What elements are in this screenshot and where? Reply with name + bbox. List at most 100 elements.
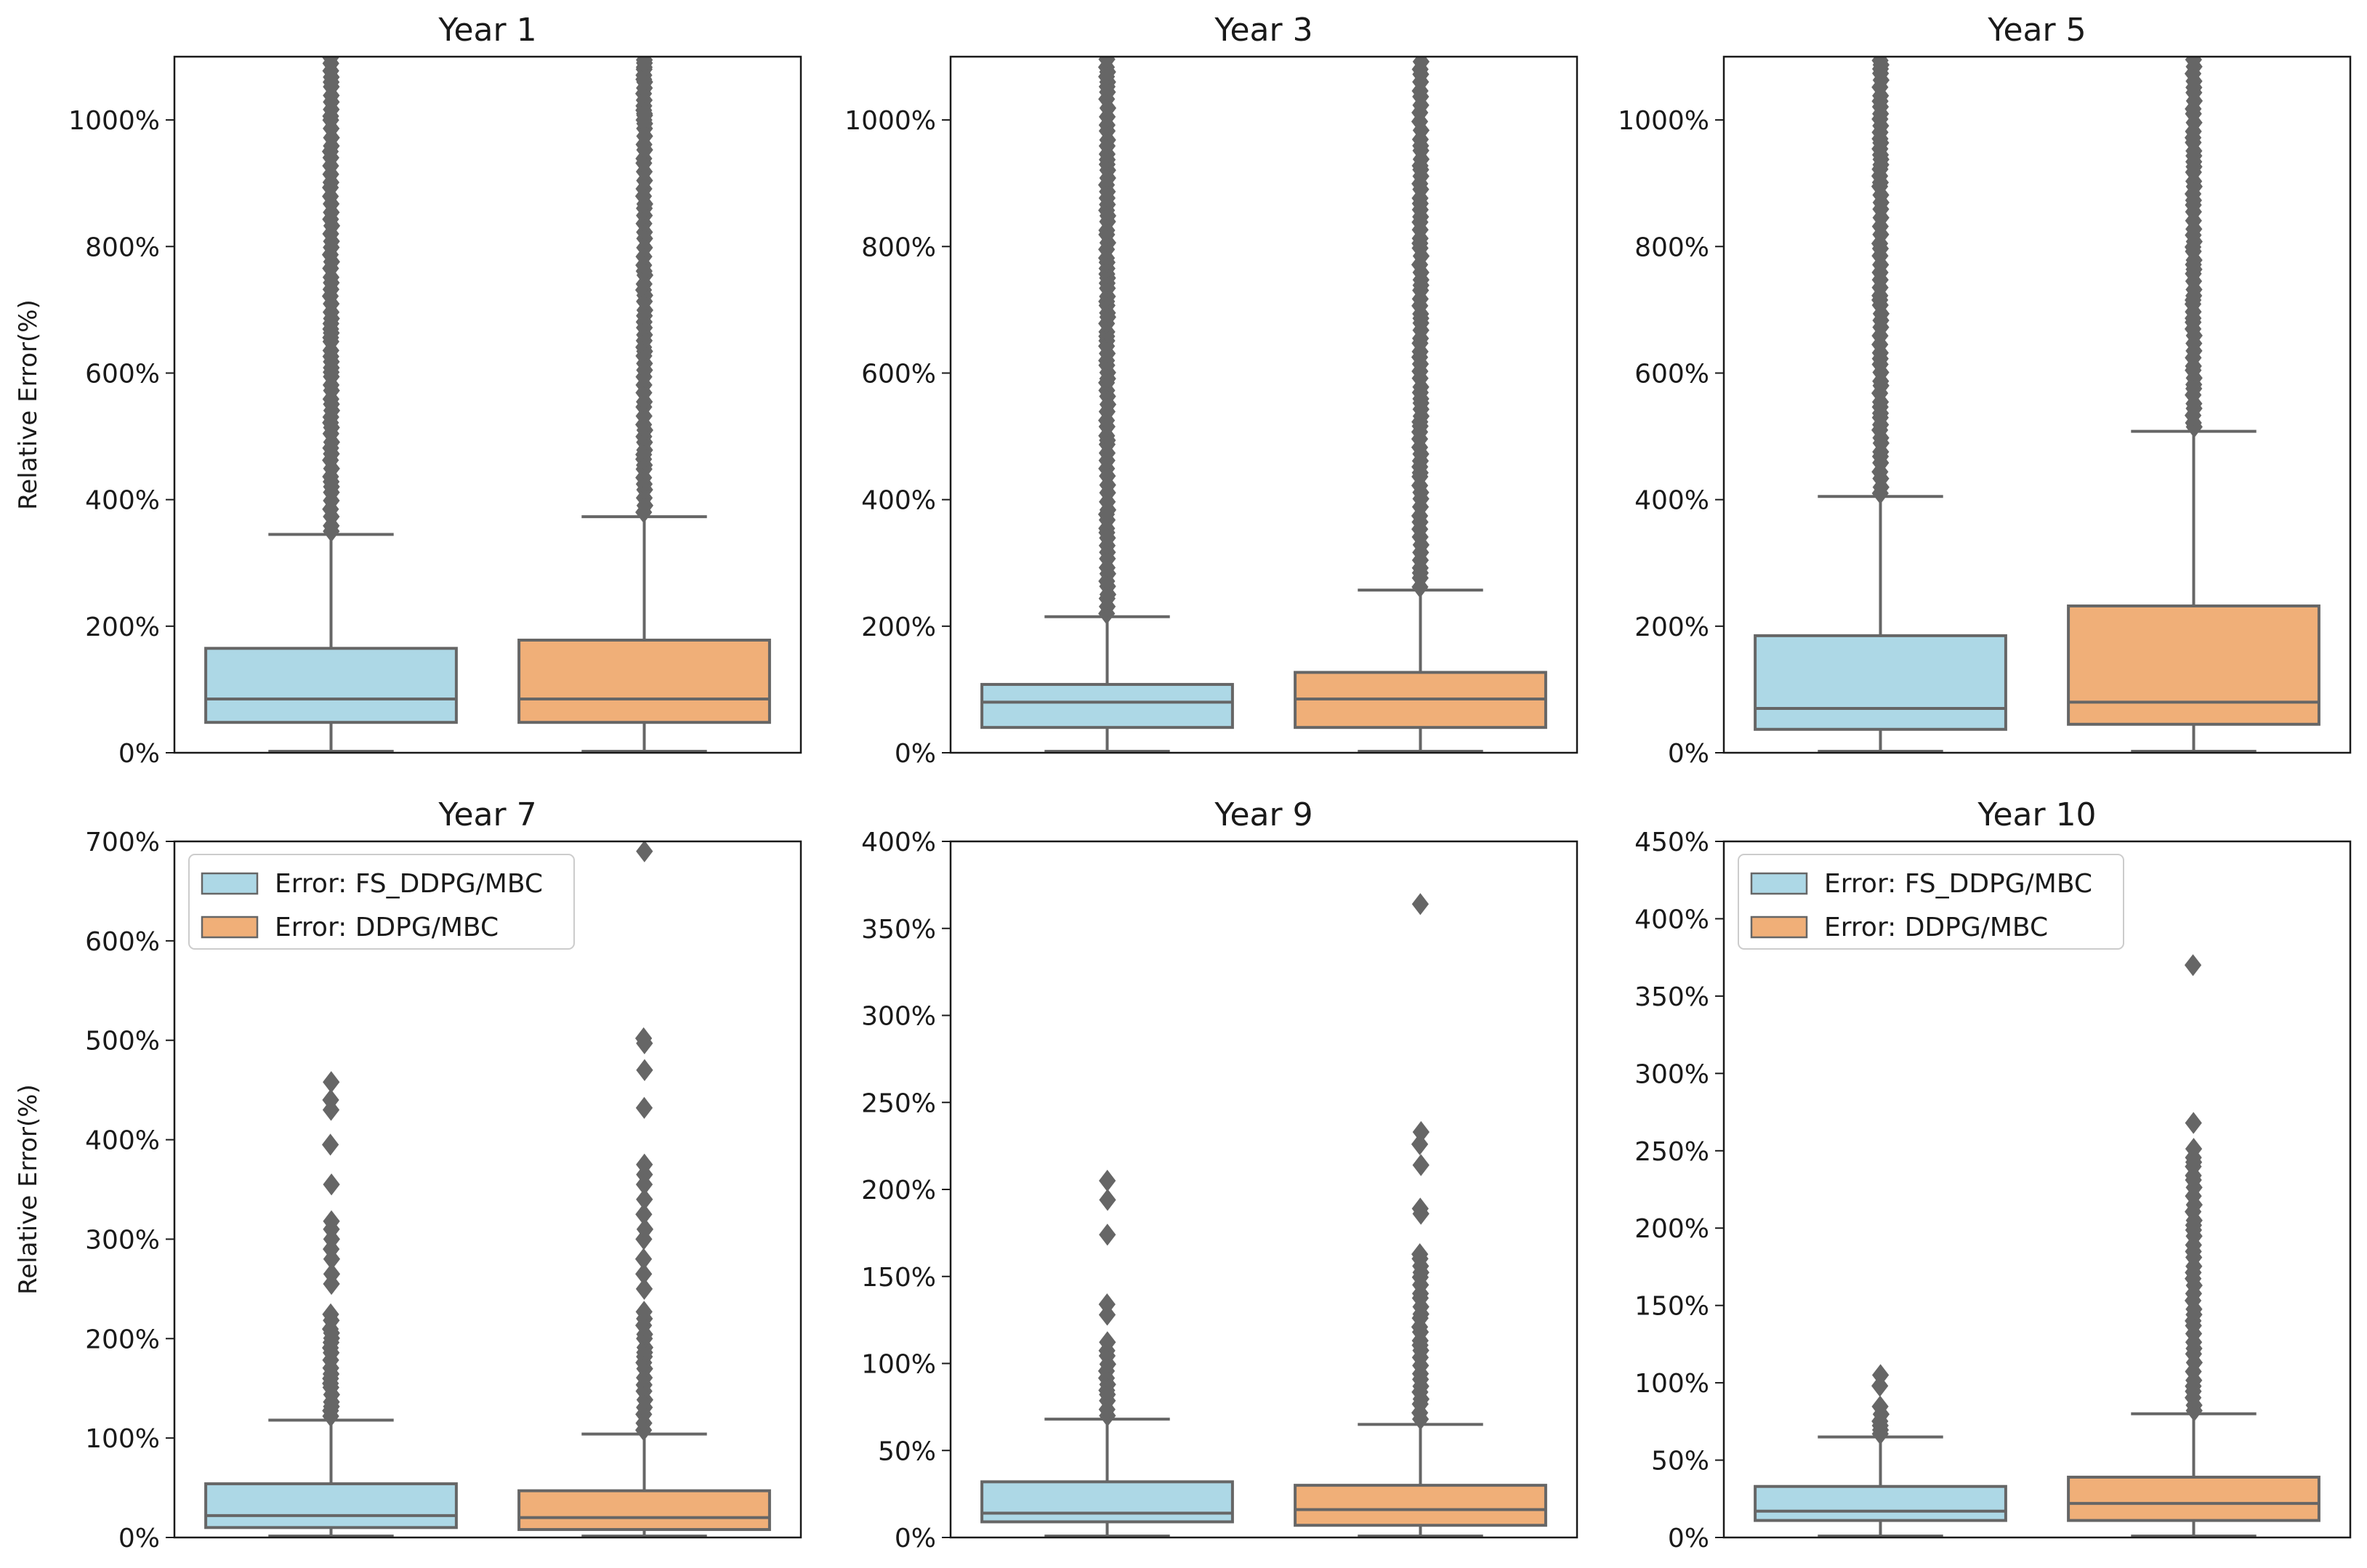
y-tick-label: 350% (861, 915, 936, 945)
plot-area (1754, 954, 2320, 1537)
box-iqr (1754, 634, 2007, 731)
y-tick-label: 400% (85, 486, 160, 516)
y-tick-label: 400% (1634, 905, 1709, 934)
subplot-year-panel: Year 9 0% 50% 100% 150% 200% 250% 300% 350% 400% (861, 796, 1578, 1553)
outlier-point (636, 1059, 653, 1081)
outlier-point (2185, 1112, 2202, 1134)
outlier-point (2185, 1138, 2203, 1160)
outlier-point (321, 1133, 339, 1156)
y-tick-label: 1000% (1618, 106, 1709, 136)
plot-frame (949, 55, 1578, 754)
y-tick-label: 400% (1634, 486, 1709, 516)
y-axis-label: Relative Error(%) (14, 299, 43, 510)
box-iqr (1754, 1484, 2007, 1522)
plot-area (980, 893, 1547, 1537)
outlier-point (1411, 1243, 1429, 1266)
y-tick-label: 800% (1634, 233, 1709, 262)
outlier-point (1871, 1375, 1889, 1397)
y-tick-label: 400% (85, 1126, 160, 1156)
outlier-point (322, 57, 339, 69)
y-tick-label: 200% (85, 1325, 160, 1354)
box-iqr (517, 638, 771, 724)
plot-frame (173, 840, 802, 1539)
outlier-point (1099, 1169, 1116, 1192)
y-tick-label: 0% (118, 1524, 160, 1553)
legend-label: Error: DDPG/MBC (275, 913, 499, 942)
plot-frame (1722, 840, 2352, 1539)
outlier-point (635, 108, 653, 132)
y-tick-label: 800% (861, 233, 936, 262)
y-tick-label: 350% (1634, 982, 1709, 1012)
subplot-title: Year 5 (1987, 12, 2086, 49)
plot-area (204, 841, 771, 1537)
legend-box (1738, 854, 2124, 950)
outlier-point (1098, 1293, 1116, 1316)
box-iqr (980, 1480, 1234, 1524)
box-iqr (517, 1489, 771, 1532)
legend-swatch (201, 872, 259, 895)
y-tick-label: 200% (1634, 1214, 1709, 1244)
outlier-point (635, 1301, 653, 1323)
y-tick-label: 300% (85, 1225, 160, 1255)
outlier-point (634, 1248, 653, 1270)
outlier-point (634, 1027, 653, 1050)
y-tick-label: 600% (861, 359, 936, 389)
outlier-point (635, 1096, 653, 1119)
y-tick-label: 600% (85, 927, 160, 957)
y-axis-label: Relative Error(%) (14, 1084, 43, 1295)
legend-label: Error: DDPG/MBC (1824, 913, 2048, 942)
subplot-title: Year 1 (437, 12, 536, 49)
y-tick-label: 100% (85, 1424, 160, 1454)
outlier-point (1099, 1331, 1116, 1354)
legend: Error: FS_DDPG/MBC Error: DDPG/MBC (1738, 854, 2124, 950)
subplot-year-panel: Year 5 0% 200% 400% 600% 800% 1000% (1618, 12, 2352, 769)
subplot-year-panel: Year 1 Relative Error(%) 0% 200% 400% 600% 800… (14, 12, 802, 769)
outlier-point (636, 1153, 653, 1176)
box-iqr (204, 647, 458, 724)
y-tick-label: 1000% (844, 106, 936, 136)
y-tick-label: 0% (895, 1524, 936, 1553)
outlier-point (1098, 57, 1116, 70)
outlier-point (1412, 1120, 1430, 1144)
outlier-point (1099, 1224, 1116, 1246)
outlier-point (322, 1088, 339, 1111)
box-iqr (2067, 1475, 2320, 1522)
outlier-point (1871, 1395, 1889, 1418)
plot-area (204, 57, 771, 753)
subplot-title: Year 10 (1977, 796, 2096, 833)
outlier-point (636, 57, 653, 74)
legend-swatch (1750, 872, 1808, 895)
y-tick-label: 50% (878, 1436, 936, 1466)
y-tick-label: 0% (895, 739, 936, 769)
plot-area (980, 57, 1547, 753)
outlier-point (635, 1203, 653, 1226)
subplot-title: Year 7 (437, 796, 536, 833)
box-iqr (1294, 1484, 1547, 1527)
legend-swatch (201, 916, 259, 939)
plot-frame (949, 840, 1578, 1539)
y-tick-label: 800% (85, 233, 160, 262)
outlier-point (323, 1210, 340, 1232)
y-tick-label: 400% (861, 828, 936, 857)
outlier-point (636, 70, 653, 93)
outlier-point (635, 1263, 653, 1285)
y-tick-label: 300% (861, 1002, 936, 1032)
outlier-point (1411, 1197, 1429, 1220)
subplot-year-panel: Year 10 0% 50% 100% 150% 200% 250% 300% 350% 400%… (1634, 796, 2352, 1553)
outlier-point (2184, 954, 2202, 977)
subplot-title: Year 3 (1214, 12, 1312, 49)
y-tick-label: 100% (1634, 1369, 1709, 1399)
y-tick-label: 700% (85, 828, 160, 857)
y-tick-label: 200% (861, 613, 936, 642)
y-tick-label: 150% (861, 1263, 936, 1293)
subplot-title: Year 9 (1214, 796, 1312, 833)
y-tick-label: 250% (861, 1088, 936, 1118)
y-tick-label: 0% (1668, 739, 1709, 769)
plot-area (1754, 57, 2320, 753)
y-tick-label: 0% (118, 739, 160, 769)
outlier-point (323, 1071, 340, 1094)
outlier-point (636, 1188, 653, 1211)
y-tick-label: 200% (861, 1176, 936, 1205)
legend-label: Error: FS_DDPG/MBC (1824, 869, 2092, 899)
legend-swatch (1750, 916, 1808, 939)
